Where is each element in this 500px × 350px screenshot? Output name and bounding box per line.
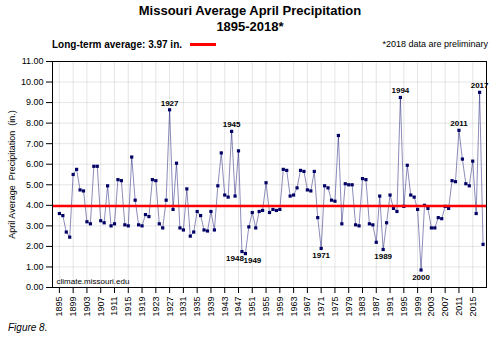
- svg-text:April Average Precipitation: April Average Precipitation (in.): [7, 110, 17, 238]
- svg-text:2000: 2000: [412, 273, 430, 282]
- svg-text:7.00: 7.00: [26, 139, 44, 149]
- svg-text:1927: 1927: [164, 297, 174, 317]
- svg-text:1955: 1955: [261, 297, 271, 317]
- svg-text:1947: 1947: [233, 297, 243, 317]
- svg-text:11.00: 11.00: [22, 56, 44, 66]
- svg-text:1951: 1951: [247, 297, 257, 317]
- svg-text:2003: 2003: [426, 297, 436, 317]
- svg-text:0.00: 0.00: [26, 282, 44, 292]
- svg-text:9.00: 9.00: [26, 97, 44, 107]
- svg-text:3.00: 3.00: [26, 221, 44, 231]
- svg-text:1999: 1999: [412, 297, 422, 317]
- svg-text:1919: 1919: [137, 297, 147, 317]
- svg-text:1948: 1948: [226, 254, 244, 263]
- svg-text:1949: 1949: [243, 256, 261, 265]
- svg-text:1971: 1971: [316, 297, 326, 317]
- svg-text:1945: 1945: [223, 120, 241, 129]
- svg-text:1971: 1971: [312, 251, 330, 260]
- html-text:Missouri Average April Precipi: Missouri Average April Precipitation: [138, 3, 362, 18]
- svg-text:1907: 1907: [96, 297, 106, 317]
- svg-text:1967: 1967: [302, 297, 312, 317]
- svg-text:1939: 1939: [206, 297, 216, 317]
- svg-text:4.00: 4.00: [26, 200, 44, 210]
- svg-text:1987: 1987: [371, 297, 381, 317]
- svg-text:1899: 1899: [68, 297, 78, 317]
- svg-text:1959: 1959: [275, 297, 285, 317]
- svg-text:2.00: 2.00: [26, 241, 44, 251]
- svg-text:8.00: 8.00: [26, 118, 44, 128]
- svg-text:1943: 1943: [220, 297, 230, 317]
- svg-text:1915: 1915: [123, 297, 133, 317]
- svg-text:6.00: 6.00: [26, 159, 44, 169]
- svg-text:2017: 2017: [470, 81, 489, 91]
- svg-text:2015: 2015: [468, 297, 478, 317]
- svg-text:1931: 1931: [178, 297, 188, 317]
- html-text:1895-2018*: 1895-2018*: [216, 19, 284, 34]
- html-text:*2018 data are preliminary: *2018 data are preliminary: [382, 39, 488, 49]
- svg-text:climate.missouri.edu: climate.missouri.edu: [57, 277, 130, 286]
- html-text:Long-term average: 3.97 in.: Long-term average: 3.97 in.: [52, 38, 182, 50]
- svg-text:1911: 1911: [109, 297, 119, 316]
- svg-text:1994: 1994: [391, 86, 409, 95]
- svg-text:1963: 1963: [288, 297, 298, 317]
- svg-text:1895: 1895: [54, 297, 64, 317]
- svg-text:1923: 1923: [151, 297, 161, 317]
- svg-text:1979: 1979: [344, 297, 354, 317]
- svg-text:1975: 1975: [330, 297, 340, 317]
- svg-text:1995: 1995: [399, 297, 409, 317]
- svg-text:10.00: 10.00: [21, 77, 44, 87]
- html-text:Figure 8.: Figure 8.: [8, 322, 48, 333]
- svg-text:1927: 1927: [161, 99, 179, 108]
- svg-text:1.00: 1.00: [26, 262, 44, 272]
- svg-text:5.00: 5.00: [26, 180, 44, 190]
- svg-text:1935: 1935: [192, 297, 202, 317]
- svg-text:1991: 1991: [385, 297, 395, 317]
- svg-text:1903: 1903: [82, 297, 92, 317]
- svg-text:2011: 2011: [450, 119, 468, 128]
- svg-text:1989: 1989: [374, 252, 392, 261]
- svg-text:1983: 1983: [357, 297, 367, 317]
- svg-text:2011: 2011: [454, 297, 464, 316]
- svg-text:2007: 2007: [440, 297, 450, 317]
